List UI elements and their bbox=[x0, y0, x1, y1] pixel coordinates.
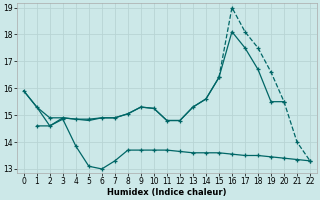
X-axis label: Humidex (Indice chaleur): Humidex (Indice chaleur) bbox=[107, 188, 227, 197]
